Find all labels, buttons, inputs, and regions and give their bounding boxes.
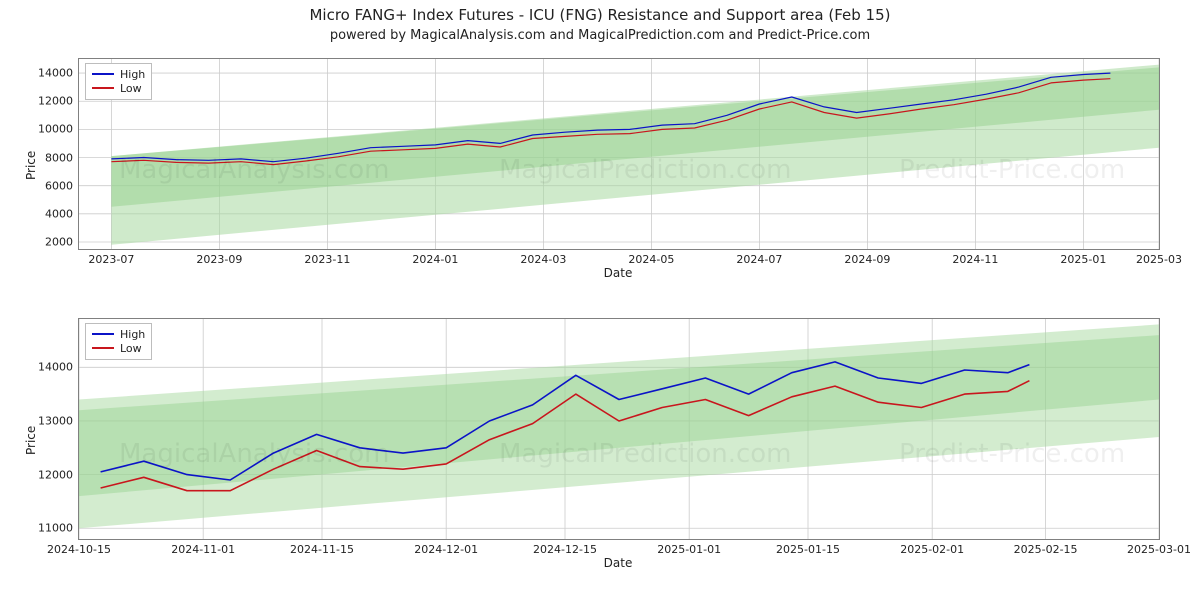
chart-plot-top <box>79 59 1159 249</box>
y-tick-label: 6000 <box>45 179 79 192</box>
legend-top: High Low <box>85 63 152 100</box>
legend-label-high: High <box>120 328 145 341</box>
x-tick-label: 2025-02-01 <box>900 539 964 556</box>
legend-bottom: High Low <box>85 323 152 360</box>
x-tick-label: 2025-03-01 <box>1127 539 1191 556</box>
x-tick-label: 2024-09 <box>844 249 890 266</box>
x-axis-label-top: Date <box>78 266 1158 280</box>
y-tick-label: 12000 <box>38 468 79 481</box>
legend-swatch-low <box>92 347 114 349</box>
y-axis-label-bottom: Price <box>24 426 38 455</box>
x-tick-label: 2025-01 <box>1060 249 1106 266</box>
chart-panel-top: MagicalAnalysis.com MagicalPrediction.co… <box>78 58 1160 250</box>
x-tick-label: 2024-01 <box>412 249 458 266</box>
x-tick-label: 2024-11 <box>952 249 998 266</box>
x-tick-label: 2024-07 <box>736 249 782 266</box>
legend-item-high: High <box>92 327 145 341</box>
figure-subtitle: powered by MagicalAnalysis.com and Magic… <box>0 28 1200 43</box>
y-tick-label: 10000 <box>38 123 79 136</box>
chart-panel-bottom: MagicalAnalysis.com MagicalPrediction.co… <box>78 318 1160 540</box>
x-tick-label: 2023-11 <box>304 249 350 266</box>
x-axis-label-bottom: Date <box>78 556 1158 570</box>
y-axis-label-top: Price <box>24 151 38 180</box>
y-tick-label: 11000 <box>38 522 79 535</box>
y-tick-label: 2000 <box>45 235 79 248</box>
legend-item-low: Low <box>92 81 145 95</box>
x-tick-label: 2025-03 <box>1136 249 1182 266</box>
x-tick-label: 2023-07 <box>88 249 134 266</box>
y-tick-label: 4000 <box>45 207 79 220</box>
y-tick-label: 12000 <box>38 95 79 108</box>
x-tick-label: 2024-10-15 <box>47 539 111 556</box>
legend-swatch-high <box>92 73 114 75</box>
legend-label-low: Low <box>120 342 142 355</box>
y-tick-label: 13000 <box>38 414 79 427</box>
x-tick-label: 2024-12-01 <box>414 539 478 556</box>
legend-label-low: Low <box>120 82 142 95</box>
legend-item-high: High <box>92 67 145 81</box>
x-tick-label: 2024-03 <box>520 249 566 266</box>
legend-item-low: Low <box>92 341 145 355</box>
x-tick-label: 2025-01-15 <box>776 539 840 556</box>
legend-label-high: High <box>120 68 145 81</box>
x-tick-label: 2023-09 <box>196 249 242 266</box>
x-tick-label: 2024-12-15 <box>533 539 597 556</box>
x-tick-label: 2025-02-15 <box>1014 539 1078 556</box>
x-tick-label: 2024-11-15 <box>290 539 354 556</box>
y-tick-label: 14000 <box>38 67 79 80</box>
x-tick-label: 2025-01-01 <box>657 539 721 556</box>
x-tick-label: 2024-11-01 <box>171 539 235 556</box>
x-tick-label: 2024-05 <box>628 249 674 266</box>
chart-plot-bottom <box>79 319 1159 539</box>
figure-title: Micro FANG+ Index Futures - ICU (FNG) Re… <box>0 6 1200 24</box>
y-tick-label: 14000 <box>38 361 79 374</box>
y-tick-label: 8000 <box>45 151 79 164</box>
legend-swatch-high <box>92 333 114 335</box>
legend-swatch-low <box>92 87 114 89</box>
figure: Micro FANG+ Index Futures - ICU (FNG) Re… <box>0 0 1200 600</box>
